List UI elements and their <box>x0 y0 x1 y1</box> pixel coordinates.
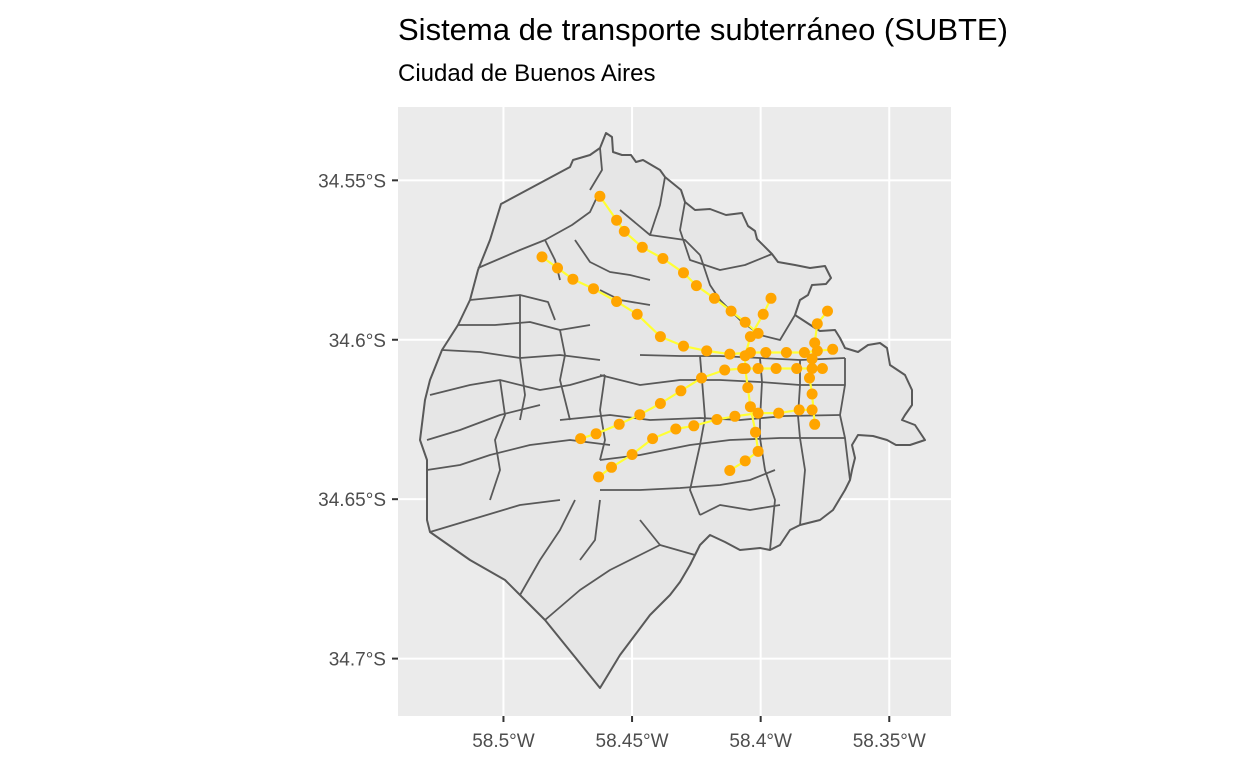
subte-station <box>827 343 839 355</box>
subte-station <box>770 363 782 374</box>
subte-station <box>657 253 669 264</box>
subte-station <box>626 449 638 460</box>
subte-station <box>806 353 818 365</box>
y-axis: 34.55°S 34.6°S 34.65°S 34.7°S <box>318 171 398 671</box>
subte-station <box>647 433 659 445</box>
y-tick-label: 34.55°S <box>318 171 386 192</box>
subte-station <box>760 347 772 358</box>
subte-station <box>757 308 769 320</box>
subte-station <box>739 363 751 374</box>
subte-station <box>636 241 648 253</box>
subte-station <box>678 340 689 352</box>
subte-station <box>793 404 805 416</box>
x-tick-label: 58.35°W <box>853 731 926 752</box>
subte-station <box>809 418 821 430</box>
x-tick-label: 58.45°W <box>596 731 669 752</box>
subte-station <box>816 363 828 374</box>
subte-station <box>791 363 803 374</box>
subte-stations <box>536 190 839 483</box>
subte-station <box>765 292 777 304</box>
subte-station <box>611 296 623 307</box>
subte-station <box>739 316 751 328</box>
subte-station <box>744 401 756 413</box>
subte-station <box>696 372 707 384</box>
subte-station <box>611 214 623 226</box>
subte-station <box>750 426 761 438</box>
y-tick-label: 34.6°S <box>329 331 386 352</box>
subte-station <box>575 433 587 445</box>
subte-station <box>654 331 666 343</box>
subte-station <box>729 410 741 422</box>
subte-station <box>804 372 815 384</box>
subte-station <box>809 337 821 349</box>
city-map <box>419 132 926 689</box>
subte-station <box>780 347 792 358</box>
subte-station <box>654 398 666 409</box>
subte-station <box>536 251 548 263</box>
subte-station <box>593 471 605 483</box>
subte-station <box>594 190 606 202</box>
subte-station <box>742 382 754 394</box>
subte-station <box>678 267 689 279</box>
subte-station <box>688 420 700 432</box>
subte-station <box>590 428 602 440</box>
subte-station <box>822 305 833 317</box>
subte-station <box>798 347 810 358</box>
subte-station <box>618 225 630 237</box>
subte-station <box>806 388 818 400</box>
subte-station <box>588 283 599 295</box>
subte-station <box>613 418 625 430</box>
subte-station <box>811 318 823 330</box>
subte-line <box>541 256 833 356</box>
subte-station <box>773 407 785 419</box>
subte-station <box>701 345 713 357</box>
barrio-borders <box>426 147 851 621</box>
subte-station <box>606 461 617 473</box>
subte-station <box>670 423 682 435</box>
x-tick-label: 58.4°W <box>729 731 792 752</box>
map-subtitle: Ciudad de Buenos Aires <box>398 60 656 87</box>
subte-station <box>690 280 702 292</box>
x-tick-label: 58.5°W <box>472 731 535 752</box>
subte-station <box>752 407 764 419</box>
subte-station <box>567 273 579 285</box>
x-axis: 58.5°W 58.45°W 58.4°W 58.35°W <box>472 716 926 752</box>
subte-station <box>806 404 818 416</box>
map-title: Sistema de transporte subterráneo (SUBTE… <box>398 12 1008 47</box>
subte-station <box>806 363 818 374</box>
subte-station <box>725 305 737 317</box>
subte-station <box>675 385 687 397</box>
subte-station <box>719 364 731 376</box>
subte-station <box>634 409 646 421</box>
y-tick-label: 34.65°S <box>318 490 386 511</box>
subte-station <box>739 350 751 362</box>
subte-station <box>752 445 764 457</box>
subte-station <box>744 331 756 343</box>
y-tick-label: 34.7°S <box>329 650 386 671</box>
subte-station <box>711 414 723 425</box>
subte-station <box>752 363 764 374</box>
subte-station <box>724 465 736 476</box>
subte-station <box>631 308 643 320</box>
subte-station <box>708 292 720 304</box>
subte-station <box>724 348 736 360</box>
subte-station <box>552 262 563 274</box>
subte-station <box>739 455 751 467</box>
